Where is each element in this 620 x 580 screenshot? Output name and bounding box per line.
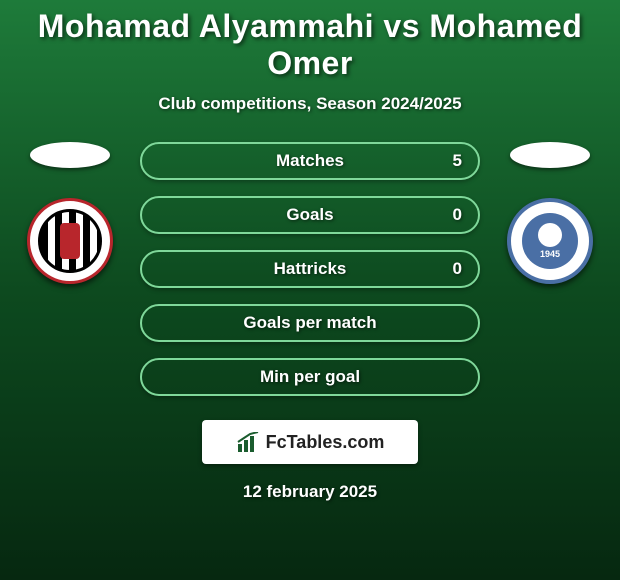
stat-label: Hattricks [274, 259, 347, 279]
right-player-col: 1945 [500, 142, 600, 284]
subtitle: Club competitions, Season 2024/2025 [0, 94, 620, 114]
stat-right-value: 0 [453, 205, 462, 225]
right-badge-year: 1945 [540, 249, 560, 259]
footer-brand-badge: FcTables.com [202, 420, 418, 464]
stat-row-hattricks: Hattricks 0 [140, 250, 480, 288]
stat-row-goals: Goals 0 [140, 196, 480, 234]
left-badge-figure [60, 223, 80, 259]
stats-column: Matches 5 Goals 0 Hattricks 0 Goals per … [140, 142, 480, 396]
stat-right-value: 5 [453, 151, 462, 171]
chart-icon [236, 432, 260, 452]
stat-label: Goals [286, 205, 333, 225]
right-club-badge: 1945 [507, 198, 593, 284]
stat-right-value: 0 [453, 259, 462, 279]
page-title: Mohamad Alyammahi vs Mohamed Omer [0, 8, 620, 82]
content-row: Matches 5 Goals 0 Hattricks 0 Goals per … [0, 142, 620, 396]
stat-row-matches: Matches 5 [140, 142, 480, 180]
stat-label: Matches [276, 151, 344, 171]
left-placeholder-ellipse [30, 142, 110, 168]
stat-row-gpm: Goals per match [140, 304, 480, 342]
right-badge-ball-icon [538, 223, 562, 247]
stat-row-mpg: Min per goal [140, 358, 480, 396]
stat-label: Goals per match [243, 313, 376, 333]
left-club-badge [27, 198, 113, 284]
left-player-col [20, 142, 120, 284]
footer-date: 12 february 2025 [0, 482, 620, 502]
right-placeholder-ellipse [510, 142, 590, 168]
comparison-card: Mohamad Alyammahi vs Mohamed Omer Club c… [0, 0, 620, 502]
footer-brand-text: FcTables.com [266, 432, 385, 453]
stat-label: Min per goal [260, 367, 360, 387]
left-badge-stripes [38, 209, 102, 273]
right-badge-inner: 1945 [522, 213, 578, 269]
